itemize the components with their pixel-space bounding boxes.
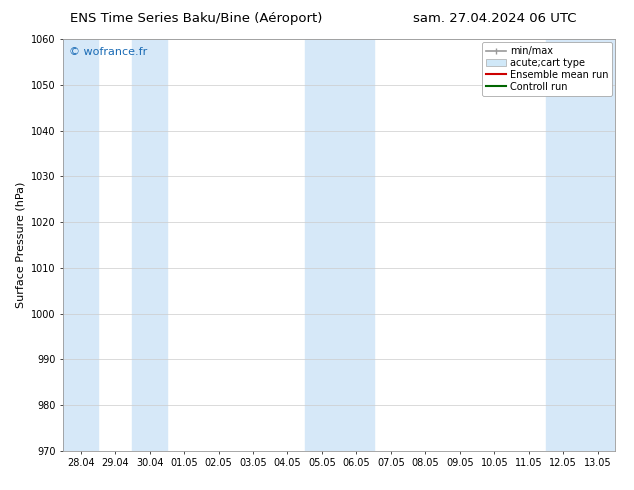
Text: sam. 27.04.2024 06 UTC: sam. 27.04.2024 06 UTC xyxy=(413,12,576,25)
Bar xyxy=(546,39,615,451)
Bar xyxy=(133,39,167,451)
Legend: min/max, acute;cart type, Ensemble mean run, Controll run: min/max, acute;cart type, Ensemble mean … xyxy=(482,42,612,96)
Bar xyxy=(305,39,373,451)
Text: © wofrance.fr: © wofrance.fr xyxy=(69,48,147,57)
Text: ENS Time Series Baku/Bine (Aéroport): ENS Time Series Baku/Bine (Aéroport) xyxy=(70,12,323,25)
Bar xyxy=(63,39,98,451)
Y-axis label: Surface Pressure (hPa): Surface Pressure (hPa) xyxy=(16,182,25,308)
